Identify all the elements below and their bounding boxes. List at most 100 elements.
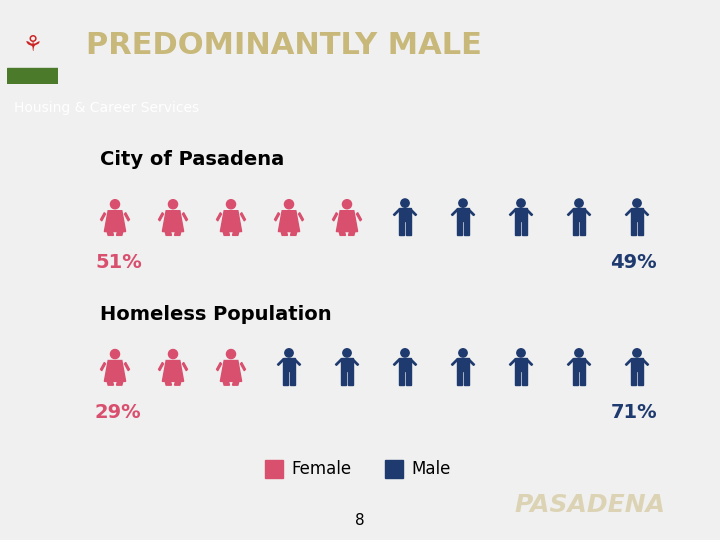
Polygon shape [626,209,632,215]
Polygon shape [584,209,590,215]
Polygon shape [117,230,123,235]
Circle shape [575,349,583,357]
Polygon shape [464,371,469,385]
Polygon shape [526,209,532,215]
Polygon shape [182,213,187,221]
Polygon shape [278,359,284,366]
Circle shape [285,349,293,357]
Circle shape [575,199,583,207]
Text: 29%: 29% [95,403,142,422]
Polygon shape [526,359,532,366]
Text: 51%: 51% [95,253,142,272]
Polygon shape [394,209,400,215]
Polygon shape [457,371,462,385]
Polygon shape [573,221,578,235]
Polygon shape [464,221,469,235]
Polygon shape [125,213,130,221]
Polygon shape [522,221,527,235]
Polygon shape [516,358,527,371]
Polygon shape [217,362,222,371]
Polygon shape [165,380,171,385]
Polygon shape [101,213,106,221]
Polygon shape [573,358,585,371]
Polygon shape [631,371,636,385]
Circle shape [226,200,235,209]
Circle shape [517,199,525,207]
Polygon shape [290,230,297,235]
Polygon shape [283,371,288,385]
Polygon shape [240,213,246,221]
Circle shape [633,199,642,207]
Polygon shape [522,371,527,385]
Polygon shape [289,371,294,385]
Polygon shape [516,371,521,385]
Circle shape [110,349,120,359]
Polygon shape [457,208,469,221]
Bar [385,460,403,478]
Circle shape [517,349,525,357]
Text: 71%: 71% [611,403,657,422]
Polygon shape [299,213,303,221]
Polygon shape [406,221,410,235]
Polygon shape [580,221,585,235]
Text: 49%: 49% [611,253,657,272]
Polygon shape [336,211,358,232]
Polygon shape [638,221,643,235]
Polygon shape [642,359,649,366]
Circle shape [401,199,409,207]
Text: PREDOMINANTLY MALE: PREDOMINANTLY MALE [86,31,482,60]
Circle shape [110,200,120,209]
Polygon shape [394,359,400,366]
Polygon shape [356,213,361,221]
Circle shape [343,349,351,357]
Polygon shape [573,371,578,385]
Text: Homeless Population: Homeless Population [100,305,332,325]
Polygon shape [580,371,585,385]
Polygon shape [410,209,416,215]
Polygon shape [468,209,474,215]
Polygon shape [516,208,527,221]
Polygon shape [516,221,521,235]
Polygon shape [101,362,106,371]
Polygon shape [182,362,187,371]
Polygon shape [104,361,126,381]
Polygon shape [174,380,181,385]
Polygon shape [107,380,114,385]
Polygon shape [117,380,123,385]
Text: 8: 8 [355,512,365,528]
Polygon shape [631,358,643,371]
Polygon shape [217,213,222,221]
Polygon shape [165,230,171,235]
Polygon shape [336,359,342,366]
Bar [265,460,283,478]
Polygon shape [220,361,242,381]
Text: PASADENA: PASADENA [515,493,665,517]
Polygon shape [468,359,474,366]
Circle shape [168,200,178,209]
Polygon shape [240,362,246,371]
Polygon shape [400,371,404,385]
Text: Housing & Career Services: Housing & Career Services [14,101,199,115]
Circle shape [168,349,178,359]
Polygon shape [294,359,300,366]
Polygon shape [400,221,404,235]
Polygon shape [410,359,416,366]
Polygon shape [638,371,643,385]
Polygon shape [631,221,636,235]
Polygon shape [341,358,353,371]
Polygon shape [333,213,338,221]
Text: Female: Female [291,460,351,478]
Polygon shape [567,209,574,215]
Polygon shape [451,359,458,366]
Polygon shape [631,208,643,221]
Polygon shape [338,230,346,235]
Text: City of Pasadena: City of Pasadena [100,151,284,170]
Polygon shape [220,211,242,232]
Polygon shape [222,230,230,235]
Polygon shape [104,211,126,232]
Polygon shape [573,208,585,221]
Polygon shape [163,211,184,232]
Polygon shape [125,362,130,371]
Polygon shape [400,358,410,371]
Polygon shape [341,371,346,385]
